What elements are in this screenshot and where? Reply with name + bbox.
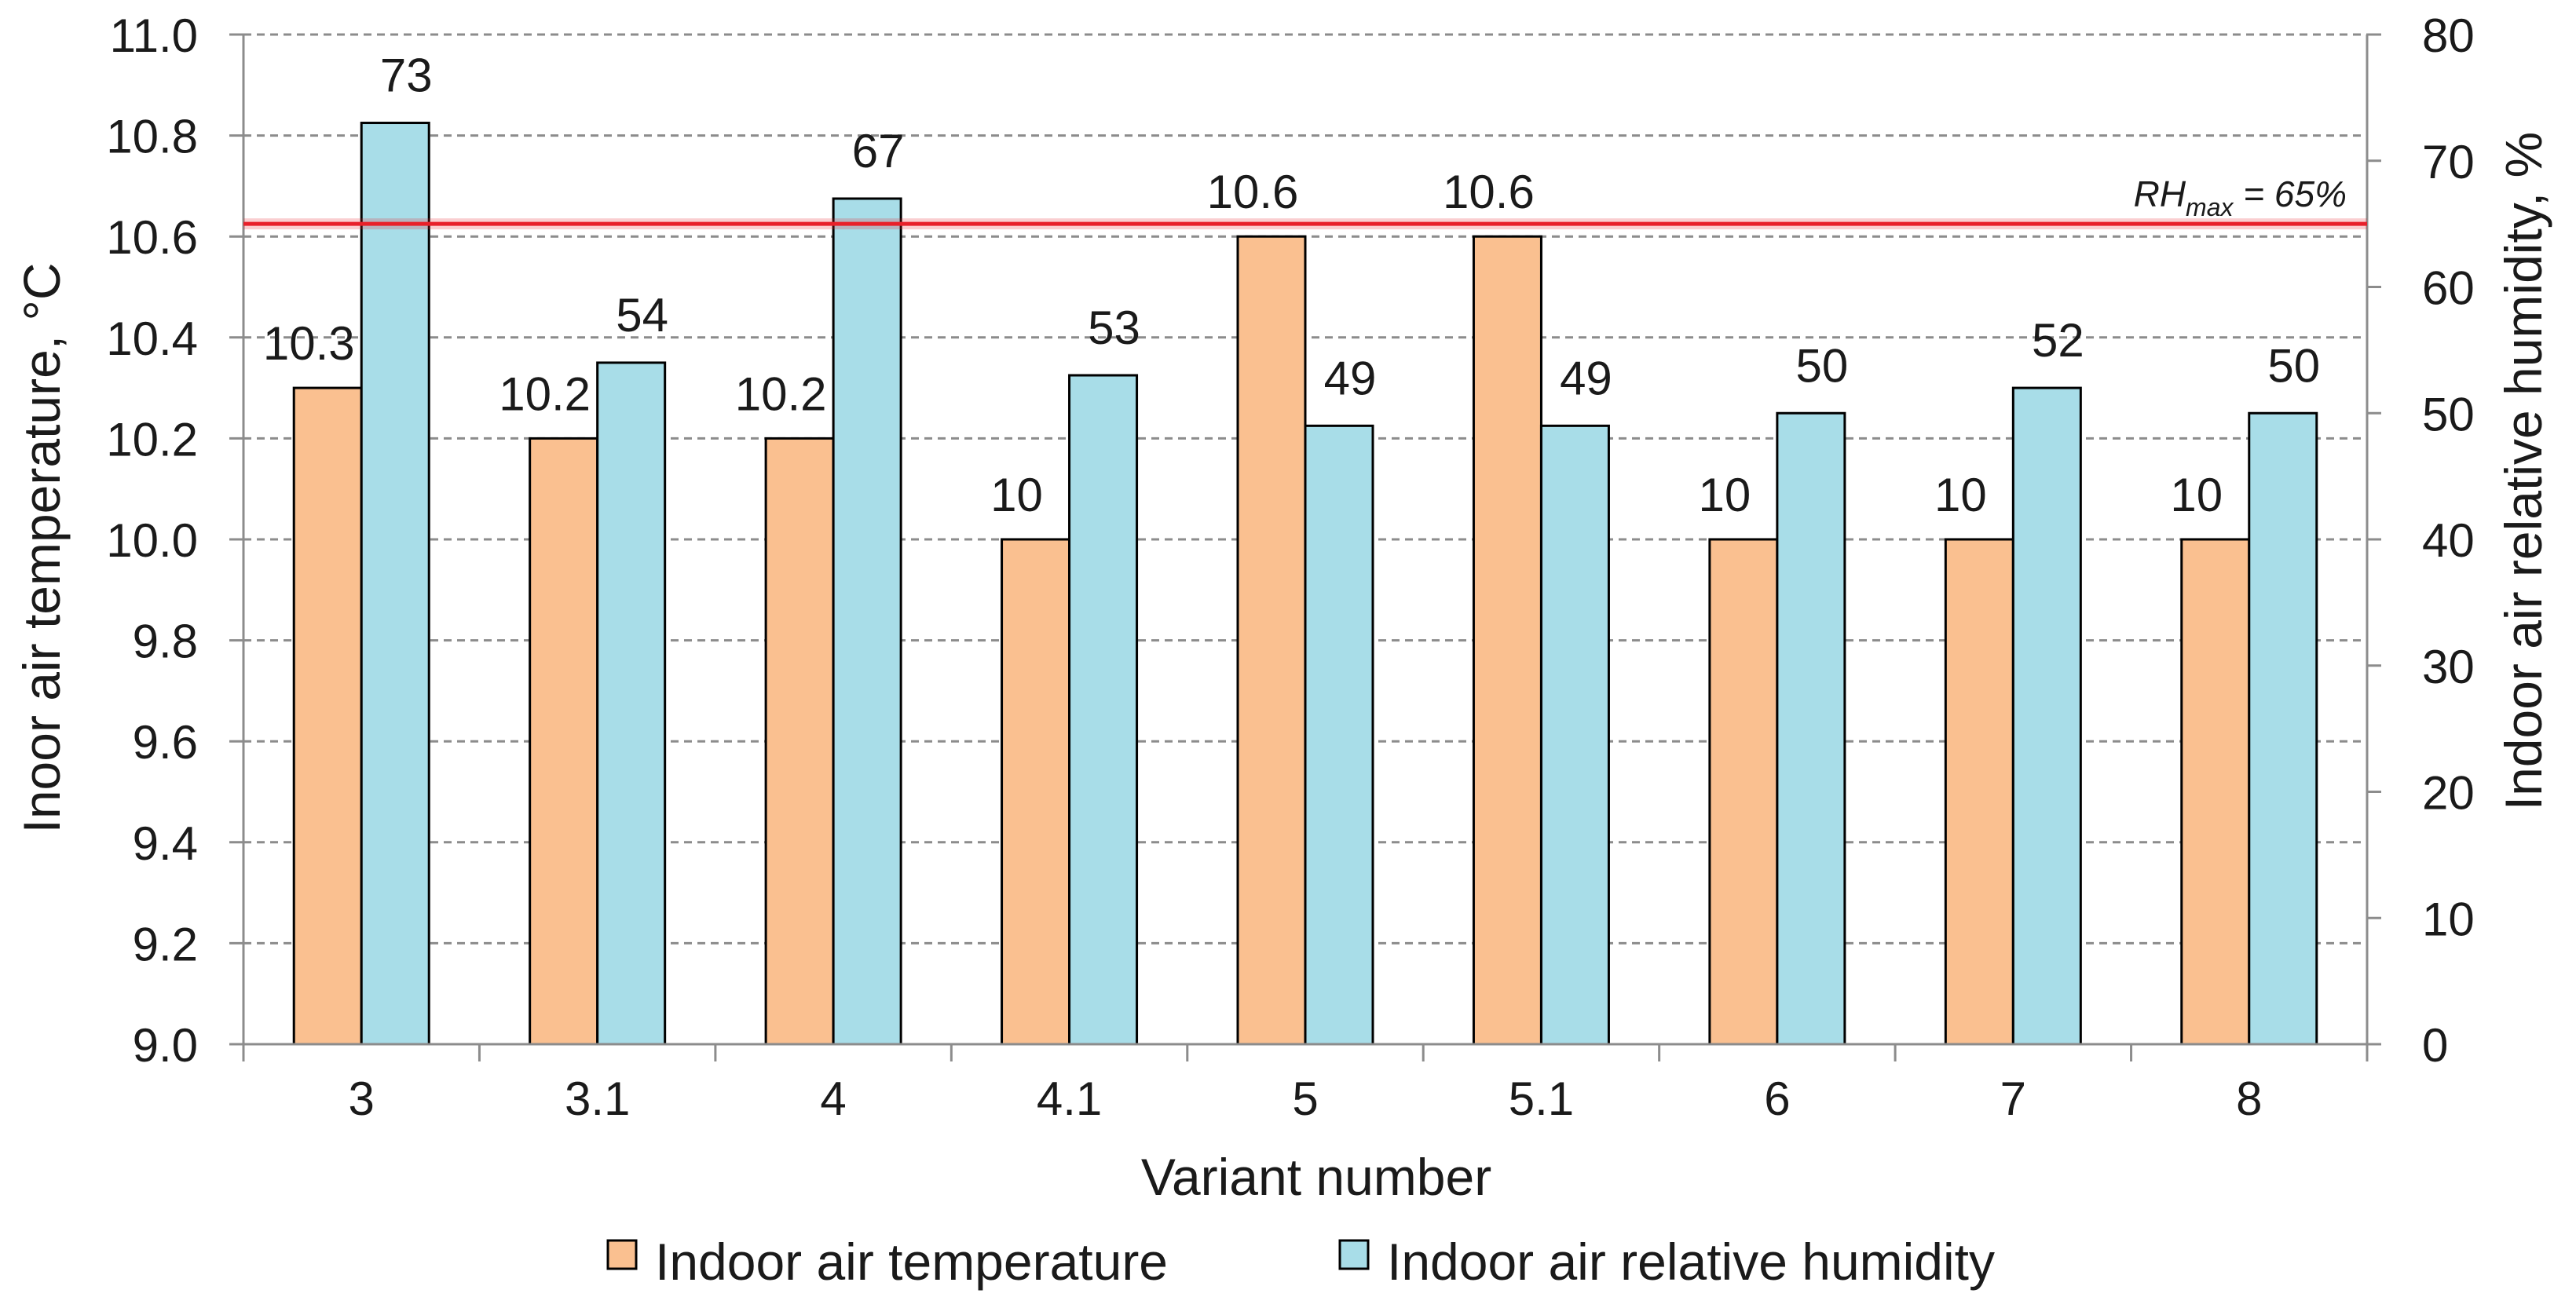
data-label-humidity: 67 xyxy=(852,125,905,177)
x-tick-label: 4 xyxy=(820,1072,846,1125)
bar-temperature xyxy=(2180,538,2251,1046)
bar-temperature xyxy=(1236,235,1307,1046)
legend-label-humidity: Indoor air relative humidity xyxy=(1387,1233,1995,1291)
bar-temperature xyxy=(529,437,599,1046)
data-label-temperature: 10.2 xyxy=(735,367,827,420)
x-tick-label: 6 xyxy=(1764,1072,1790,1125)
data-label-humidity: 73 xyxy=(380,49,433,102)
legend-swatch-temperature xyxy=(606,1239,638,1270)
reference-line-label: RHmax = 65% xyxy=(2134,174,2347,221)
legend-label-temperature: Indoor air temperature xyxy=(655,1233,1168,1291)
data-label-temperature: 10 xyxy=(2170,469,2223,521)
bar-temperature xyxy=(1001,538,1071,1046)
bar-humidity xyxy=(1068,374,1139,1046)
data-label-humidity: 49 xyxy=(1324,352,1377,404)
x-tick-label: 5 xyxy=(1292,1072,1318,1125)
y-tick-label-right: 0 xyxy=(2422,1019,2448,1072)
y-tick-label-left: 10.2 xyxy=(106,413,198,466)
y-tick-label-right: 60 xyxy=(2422,262,2475,315)
data-label-temperature: 10 xyxy=(1699,469,1751,521)
y-tick-label-left: 10.0 xyxy=(106,514,198,567)
data-label-humidity: 52 xyxy=(2032,314,2084,367)
legend-swatch-humidity xyxy=(1338,1239,1370,1270)
bar-temperature xyxy=(1472,235,1542,1046)
bar-humidity xyxy=(2248,411,2318,1046)
bar-temperature xyxy=(1944,538,2014,1046)
y-tick-label-left: 9.8 xyxy=(133,616,198,668)
x-tick-label: 8 xyxy=(2236,1072,2262,1125)
data-labels: 10.3 73 10.2 54 10.2 67 10 53 10.6 49 10.6 49 10 50 10… xyxy=(263,49,2320,521)
data-label-temperature: 10.3 xyxy=(263,317,355,370)
y-tick-label-left: 9.6 xyxy=(133,716,198,769)
x-axis-title: Variant number xyxy=(1141,1148,1491,1206)
y-tick-label-left: 9.0 xyxy=(133,1019,198,1072)
y-tick-label-left: 9.4 xyxy=(133,817,198,870)
y-tick-label-right: 20 xyxy=(2422,767,2475,820)
bar-humidity xyxy=(596,361,667,1046)
bar-temperature xyxy=(1708,538,1779,1046)
data-label-temperature: 10.2 xyxy=(499,367,591,420)
data-label-temperature: 10 xyxy=(1934,469,1987,521)
y-tick-label-right: 80 xyxy=(2422,9,2475,62)
x-tick-label: 7 xyxy=(2000,1072,2026,1125)
data-label-humidity: 50 xyxy=(2267,339,2320,392)
y-tick-label-right: 40 xyxy=(2422,514,2475,567)
x-tick-label: 3 xyxy=(349,1072,375,1125)
data-label-humidity: 49 xyxy=(1560,352,1612,404)
bar-humidity xyxy=(1776,411,1846,1046)
axes xyxy=(229,33,2381,1061)
data-label-temperature: 10.6 xyxy=(1443,166,1535,218)
y-tick-label-left: 10.4 xyxy=(106,312,198,365)
bar-humidity xyxy=(2011,386,2082,1046)
x-tick-label: 3.1 xyxy=(565,1072,630,1125)
y-tick-label-right: 30 xyxy=(2422,641,2475,693)
y-tick-label-right: 10 xyxy=(2422,893,2475,945)
reference-line-group: RHmax = 65% xyxy=(243,174,2367,230)
x-tick-label: 5.1 xyxy=(1509,1072,1574,1125)
data-label-humidity: 54 xyxy=(616,289,668,342)
y-tick-label-left: 10.6 xyxy=(106,211,198,264)
bar-humidity xyxy=(832,197,902,1046)
bars xyxy=(292,122,2318,1046)
data-label-temperature: 10 xyxy=(990,469,1043,521)
y-tick-label-right: 50 xyxy=(2422,388,2475,440)
data-label-humidity: 50 xyxy=(1796,339,1849,392)
y-tick-label-left: 10.8 xyxy=(106,111,198,163)
y-axis-title-left: Inoor air temperature, °C xyxy=(13,262,71,833)
legend: Indoor air temperature Indoor air relati… xyxy=(606,1233,1995,1291)
bar-temperature xyxy=(764,437,835,1046)
y-tick-label-left: 11.0 xyxy=(110,9,198,62)
bar-temperature xyxy=(292,386,363,1046)
y-axis-title-right: Indoor air relative humidity, % xyxy=(2494,132,2552,810)
bar-humidity xyxy=(1539,424,1610,1046)
data-label-temperature: 10.6 xyxy=(1207,166,1299,218)
tick-labels: 9.0 9.2 9.4 9.6 9.8 10.0 10.2 10.4 10.6 10.8 11.0 0… xyxy=(106,9,2475,1125)
data-label-humidity: 53 xyxy=(1088,301,1140,354)
y-tick-label-right: 70 xyxy=(2422,136,2475,188)
bar-humidity xyxy=(1304,424,1374,1046)
x-tick-label: 4.1 xyxy=(1037,1072,1102,1125)
y-tick-label-left: 9.2 xyxy=(133,918,198,970)
bar-humidity xyxy=(360,122,430,1046)
